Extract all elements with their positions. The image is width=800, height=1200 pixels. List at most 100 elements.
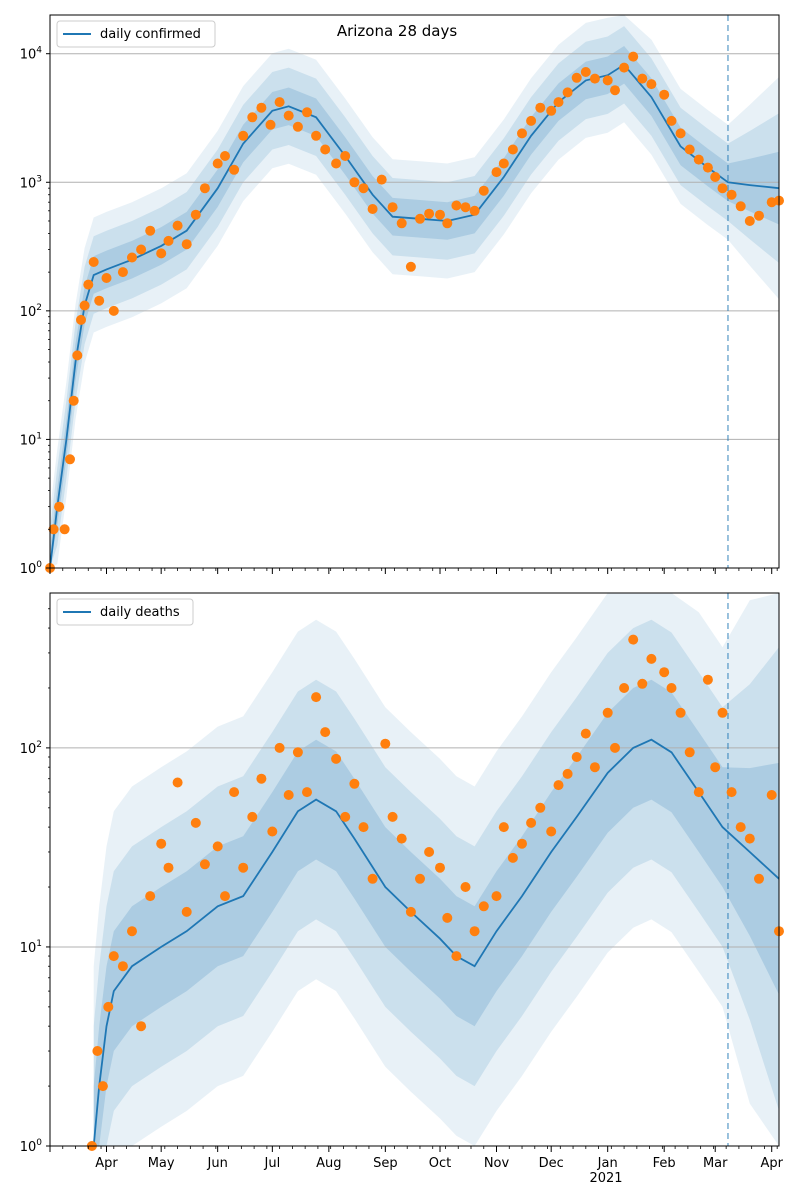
data-point xyxy=(405,906,416,917)
data-point xyxy=(628,634,639,645)
data-point xyxy=(292,121,303,132)
data-point xyxy=(726,787,737,798)
data-point xyxy=(415,213,425,224)
data-point xyxy=(435,209,445,220)
confirmed-axes-frame xyxy=(49,14,780,569)
data-point xyxy=(88,257,99,267)
data-point xyxy=(68,395,79,406)
data-point xyxy=(127,252,137,263)
uncertainty-band xyxy=(93,619,779,1146)
data-point xyxy=(48,524,59,535)
data-point xyxy=(302,787,312,798)
data-point xyxy=(220,151,230,161)
data-point xyxy=(340,151,351,161)
x-tick-label: Nov xyxy=(484,1156,510,1171)
data-point xyxy=(108,951,119,962)
data-point xyxy=(535,102,546,113)
data-point xyxy=(646,79,657,90)
series-line xyxy=(49,63,780,569)
data-point xyxy=(610,85,620,96)
y-tick-exponent: 2 xyxy=(36,303,42,313)
data-point xyxy=(220,891,230,902)
x-tick-label: Feb xyxy=(653,1156,676,1171)
data-point xyxy=(136,1021,147,1032)
data-point xyxy=(451,200,462,211)
data-point xyxy=(212,841,223,852)
deaths-legend: daily deaths xyxy=(56,598,194,626)
data-point xyxy=(675,128,686,139)
y-tick-exponent: 2 xyxy=(36,740,42,750)
confirmed-points xyxy=(45,51,784,573)
data-point xyxy=(247,112,258,123)
data-point xyxy=(367,204,378,214)
uncertainty-band xyxy=(50,46,779,568)
data-point xyxy=(172,777,183,788)
data-point xyxy=(619,683,630,693)
data-point xyxy=(766,790,777,800)
data-point xyxy=(199,183,210,194)
data-point xyxy=(442,218,453,229)
data-point xyxy=(274,742,285,753)
data-point xyxy=(349,778,360,789)
data-point xyxy=(163,235,174,246)
data-point xyxy=(628,51,639,62)
data-point xyxy=(172,220,183,231)
data-point xyxy=(274,97,285,108)
data-point xyxy=(659,667,670,678)
data-point xyxy=(292,747,303,758)
data-point xyxy=(76,314,86,325)
data-point xyxy=(451,951,462,962)
data-point xyxy=(526,115,537,126)
data-point xyxy=(637,73,648,84)
data-point xyxy=(311,692,322,703)
data-point xyxy=(302,107,312,118)
data-point xyxy=(79,300,90,311)
data-point xyxy=(396,218,407,229)
data-point xyxy=(59,524,70,535)
data-point xyxy=(491,167,502,178)
y-tick-exponent: 0 xyxy=(36,560,42,570)
data-point xyxy=(117,267,128,278)
data-point xyxy=(156,248,167,259)
y-tick-exponent: 0 xyxy=(36,1138,42,1148)
data-point xyxy=(199,859,210,870)
data-point xyxy=(702,162,713,173)
data-point xyxy=(726,189,737,200)
data-point xyxy=(754,210,764,221)
data-point xyxy=(181,239,192,250)
data-point xyxy=(517,128,527,139)
data-point xyxy=(331,753,342,764)
data-point xyxy=(637,678,648,689)
data-point xyxy=(320,727,331,738)
data-point xyxy=(507,144,518,155)
data-point xyxy=(717,707,728,718)
data-point xyxy=(684,747,695,758)
data-point xyxy=(229,164,240,175)
data-point xyxy=(498,822,509,833)
data-point xyxy=(396,833,407,844)
data-point xyxy=(469,926,480,937)
data-point xyxy=(376,174,387,185)
data-point xyxy=(435,862,445,873)
data-point xyxy=(580,67,591,77)
data-point xyxy=(469,205,480,216)
x-tick-label: Jun xyxy=(207,1156,228,1171)
deaths-axes-frame xyxy=(49,592,780,1147)
data-point xyxy=(460,202,471,213)
data-point xyxy=(478,901,489,912)
data-point xyxy=(358,183,369,194)
x-tick-label: Jul xyxy=(264,1156,281,1171)
deaths-legend-box xyxy=(56,598,194,626)
data-point xyxy=(54,501,65,512)
data-point xyxy=(659,89,670,100)
x-year-label: 2021 xyxy=(589,1171,622,1186)
data-point xyxy=(190,817,201,828)
data-point xyxy=(526,817,537,828)
data-point xyxy=(580,728,591,739)
data-point xyxy=(65,454,75,465)
data-point xyxy=(478,185,489,196)
data-point xyxy=(735,822,746,833)
data-point xyxy=(267,826,278,837)
data-point xyxy=(415,873,425,884)
